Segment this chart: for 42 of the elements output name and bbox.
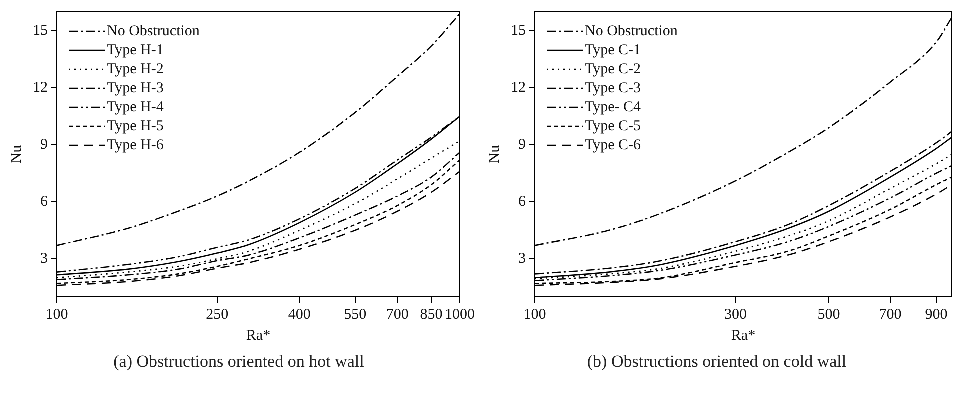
y-axis-title: Nu: [486, 144, 503, 164]
y-axis-title: Nu: [8, 144, 25, 164]
legend-label: Type C-1: [585, 42, 642, 58]
legend-label: Type H-2: [107, 61, 164, 78]
x-tick-label: 550: [344, 306, 367, 323]
legend-label: Type C-6: [585, 137, 642, 154]
x-tick-label: 100: [524, 306, 546, 323]
legend-label: Type H-1: [107, 42, 164, 58]
x-axis-title: Ra*: [246, 328, 271, 344]
y-tick-label: 3: [40, 250, 48, 267]
y-tick-label: 9: [40, 136, 48, 153]
x-tick-label: 700: [386, 306, 409, 323]
y-tick-label: 6: [40, 194, 48, 210]
x-tick-label: 300: [724, 306, 747, 323]
legend-label: Type C-2: [585, 61, 642, 78]
x-tick-label: 250: [206, 306, 229, 323]
y-tick-label: 12: [511, 80, 526, 96]
y-tick-label: 6: [518, 194, 526, 210]
legend-label: Type H-6: [107, 137, 164, 154]
y-tick-label: 15: [33, 22, 48, 39]
x-tick-label: 900: [925, 306, 948, 323]
legend-label: Type H-3: [107, 80, 164, 96]
x-tick-label: 1000: [445, 306, 475, 323]
x-axis-title: Ra*: [731, 328, 756, 344]
x-tick-label: 100: [46, 306, 68, 323]
legend-label: Type C-3: [585, 80, 642, 96]
legend-label: Type C-5: [585, 118, 642, 134]
x-tick-label: 850: [420, 306, 443, 323]
y-tick-label: 3: [518, 250, 526, 267]
text: (b) Obstructions oriented on cold wall: [586, 352, 848, 372]
legend-label: Type- C4: [585, 99, 642, 116]
x-tick-label: 500: [818, 306, 840, 323]
y-tick-label: 9: [518, 136, 526, 153]
y-tick-label: 12: [33, 80, 48, 96]
x-tick-label: 700: [879, 306, 902, 323]
x-tick-label: 400: [288, 306, 311, 323]
legend-label: No Obstruction: [585, 23, 678, 40]
y-tick-label: 15: [511, 22, 526, 39]
legend-label: Type H-5: [107, 118, 164, 134]
legend-label: Type H-4: [107, 99, 164, 116]
legend-label: No Obstruction: [107, 23, 200, 40]
text: (a) Obstructions oriented on hot wall: [112, 352, 366, 372]
